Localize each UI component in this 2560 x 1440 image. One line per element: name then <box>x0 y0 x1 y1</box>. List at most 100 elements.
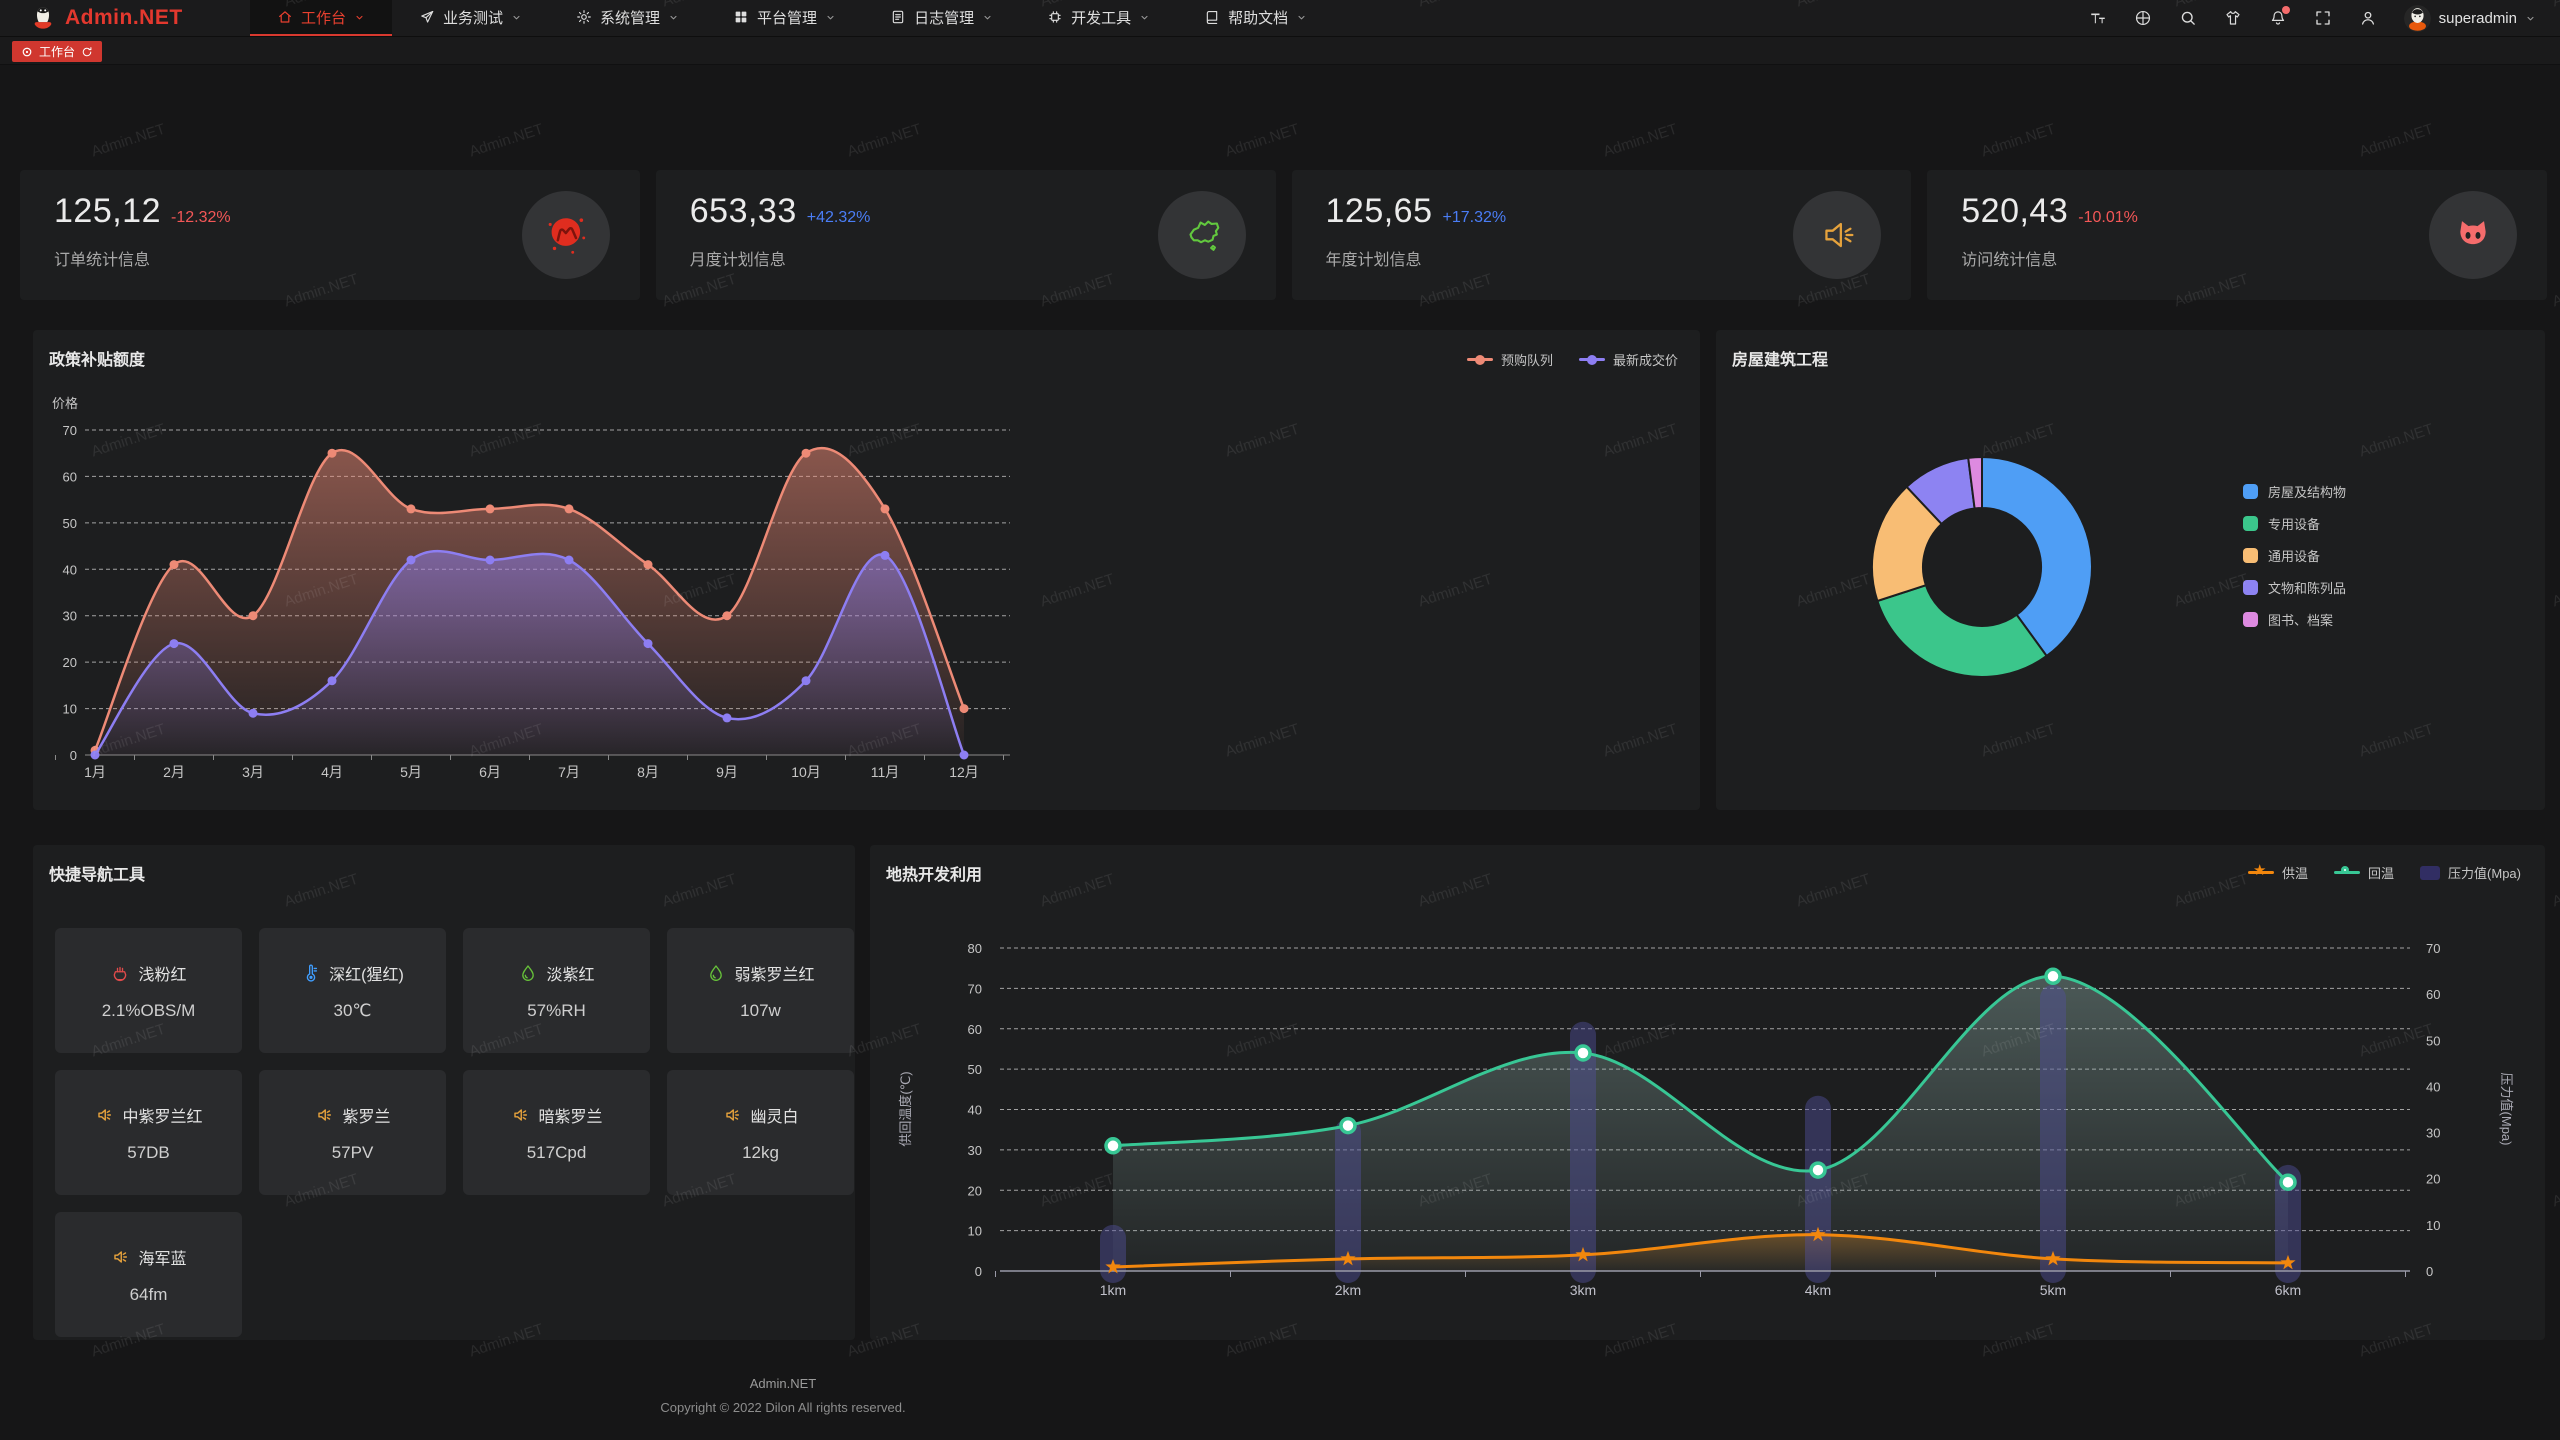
stat-delta: -10.01% <box>2078 209 2138 226</box>
stat-card-0[interactable]: 125,12 -12.32% 订单统计信息 <box>20 170 640 300</box>
language-button[interactable] <box>2134 9 2152 27</box>
send-icon <box>419 9 435 25</box>
menu-item-label: 平台管理 <box>757 9 818 27</box>
user-button[interactable] <box>2359 9 2377 27</box>
quick-nav-label: 淡紫红 <box>546 966 595 984</box>
legend-item-1[interactable]: 最新成交价 <box>1578 350 1678 369</box>
quick-nav-item-1[interactable]: 深红(猩红) 30℃ <box>259 928 446 1053</box>
font-size-button[interactable] <box>2089 9 2107 27</box>
svg-text:40: 40 <box>2426 1079 2440 1094</box>
svg-text:60: 60 <box>2426 987 2440 1002</box>
svg-text:供回温度(℃): 供回温度(℃) <box>898 1071 913 1146</box>
menu-item-0[interactable]: 工作台 <box>250 0 393 36</box>
user-menu[interactable]: superadmin <box>2403 4 2536 32</box>
menu-item-label: 工作台 <box>301 9 347 27</box>
svg-text:4km: 4km <box>1805 1282 1831 1298</box>
svg-text:40: 40 <box>63 562 77 577</box>
cpu-icon <box>1047 9 1063 25</box>
menu-item-2[interactable]: 系统管理 <box>549 0 706 36</box>
geothermal-legend: ★ 供温 回温 压力值(Mpa) <box>2248 863 2521 882</box>
menu-item-3[interactable]: 平台管理 <box>706 0 863 36</box>
search-icon <box>2179 9 2197 27</box>
svg-text:50: 50 <box>968 1062 982 1077</box>
speaker-icon <box>1793 191 1882 279</box>
donut-legend-item-2[interactable]: 通用设备 <box>2243 546 2346 565</box>
stat-label: 访问统计信息 <box>1961 252 2058 269</box>
svg-text:7月: 7月 <box>558 764 580 780</box>
stat-card-1[interactable]: 653,33 +42.32% 月度计划信息 <box>655 170 1276 300</box>
building-donut-chart <box>1871 455 2094 679</box>
quick-nav-item-6[interactable]: 暗紫罗兰 517Cpd <box>463 1070 650 1195</box>
app-logo[interactable]: Admin.NET <box>0 0 250 36</box>
quick-nav-panel: 快捷导航工具 浅粉红 2.1%OBS/M 深红(猩红) 30℃ 淡紫红 57%RH 弱紫罗兰… <box>33 845 855 1340</box>
chevron-down-icon <box>668 12 679 23</box>
donut-legend-item-1[interactable]: 专用设备 <box>2243 514 2346 533</box>
refresh-icon[interactable] <box>81 46 93 58</box>
quick-nav-label: 中紫罗兰红 <box>122 1108 203 1126</box>
menu-item-1[interactable]: 业务测试 <box>392 0 549 36</box>
quick-nav-item-5[interactable]: 紫罗兰 57PV <box>259 1070 446 1195</box>
chevron-down-icon <box>1139 12 1150 23</box>
svg-text:0: 0 <box>975 1264 982 1279</box>
theme-icon <box>2224 9 2242 27</box>
notification-dot <box>2281 6 2290 14</box>
geothermal-mixed-chart: 0 10 20 30 40 50 60 70 80 0 10 20 30 40 50 60 70 供回温度(℃) 压… <box>898 941 2514 1298</box>
tab-bar: 工作台 <box>0 37 2560 65</box>
svg-text:2月: 2月 <box>163 764 185 780</box>
quick-nav-value: 2.1%OBS/M <box>101 1000 196 1020</box>
cat-icon <box>2429 191 2517 279</box>
stat-card-2[interactable]: 125,65 +17.32% 年度计划信息 <box>1291 170 1912 300</box>
quick-nav-item-2[interactable]: 淡紫红 57%RH <box>463 928 650 1053</box>
meetup-icon <box>521 191 610 279</box>
quick-nav-label: 暗紫罗兰 <box>538 1108 603 1126</box>
geo-legend-item-2[interactable]: 压力值(Mpa) <box>2420 863 2521 882</box>
bell-button[interactable] <box>2269 6 2290 27</box>
chevron-down-icon <box>2525 13 2536 24</box>
svg-text:60: 60 <box>968 1022 982 1037</box>
quick-nav-item-0[interactable]: 浅粉红 2.1%OBS/M <box>55 928 242 1053</box>
quick-nav-item-7[interactable]: 幽灵白 12kg <box>667 1070 854 1195</box>
quick-nav-value: 517Cpd <box>526 1142 587 1162</box>
svg-text:5月: 5月 <box>400 764 422 780</box>
geo-legend-item-0[interactable]: ★ 供温 <box>2248 863 2308 882</box>
search-button[interactable] <box>2179 9 2197 27</box>
speaker-sm-icon <box>510 1105 530 1125</box>
menu-item-5[interactable]: 开发工具 <box>1020 0 1177 36</box>
stat-value: 125,65 <box>1325 192 1433 230</box>
chevron-down-icon <box>354 12 365 23</box>
svg-text:20: 20 <box>968 1183 982 1198</box>
quick-nav-item-3[interactable]: 弱紫罗兰红 107w <box>667 928 854 1053</box>
donut-legend-item-4[interactable]: 图书、档案 <box>2243 610 2346 629</box>
svg-text:11月: 11月 <box>871 764 900 780</box>
legend-item-0[interactable]: 预购队列 <box>1466 350 1553 369</box>
donut-legend-item-3[interactable]: 文物和陈列品 <box>2243 578 2346 597</box>
chevron-down-icon <box>1296 12 1307 23</box>
stat-delta: -12.32% <box>171 209 231 226</box>
quick-nav-value: 57PV <box>331 1142 374 1162</box>
theme-button[interactable] <box>2224 9 2242 27</box>
building-legend: 房屋及结构物 专用设备通用设备文物和陈列品 图书、档案 <box>2243 482 2346 629</box>
svg-text:70: 70 <box>63 423 77 438</box>
menu-item-6[interactable]: 帮助文档 <box>1177 0 1334 36</box>
building-chart-panel: 房屋建筑工程 房屋及结构物 专用设备 通用设备 文物和陈列品 图书、档案 <box>1716 330 2545 810</box>
quick-nav-value: 64fm <box>129 1284 168 1304</box>
quick-nav-value: 57DB <box>127 1142 170 1162</box>
footer: Admin.NET Copyright © 2022 Dilon All rig… <box>0 1376 1566 1415</box>
tab-workbench[interactable]: 工作台 <box>12 41 103 62</box>
stat-label: 月度计划信息 <box>689 252 786 269</box>
menu-item-4[interactable]: 日志管理 <box>863 0 1020 36</box>
quick-nav-item-8[interactable]: 海军蓝 64fm <box>55 1212 242 1337</box>
main-menu: 工作台 业务测试 系统管理 平台管理 日志管理 开发工具 帮助文档 <box>250 0 1334 36</box>
donut-legend-item-0[interactable]: 房屋及结构物 <box>2243 482 2346 501</box>
chevron-down-icon <box>982 12 993 23</box>
svg-text:压力值(Mpa): 压力值(Mpa) <box>2499 1073 2514 1146</box>
svg-text:价格: 价格 <box>52 396 78 411</box>
svg-text:10: 10 <box>2426 1218 2440 1233</box>
user-icon <box>2359 9 2377 27</box>
quick-nav-item-4[interactable]: 中紫罗兰红 57DB <box>55 1070 242 1195</box>
stat-card-3[interactable]: 520,43 -10.01% 访问统计信息 <box>1927 170 2547 300</box>
subsidy-area-chart: 0 10 20 30 40 50 60 70 价格 1月 2月 3月 4月 5月 6月 7月 8月 9月 10月 11… <box>52 396 1010 780</box>
geo-legend-item-1[interactable]: 回温 <box>2334 863 2394 882</box>
logo-icon <box>30 5 56 31</box>
fullscreen-button[interactable] <box>2314 9 2332 27</box>
